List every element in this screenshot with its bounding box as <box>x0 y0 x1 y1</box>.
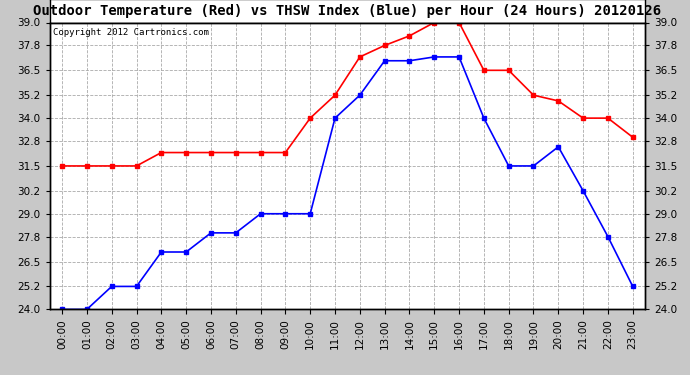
Text: Copyright 2012 Cartronics.com: Copyright 2012 Cartronics.com <box>52 28 208 37</box>
Text: Outdoor Temperature (Red) vs THSW Index (Blue) per Hour (24 Hours) 20120126: Outdoor Temperature (Red) vs THSW Index … <box>33 4 662 18</box>
